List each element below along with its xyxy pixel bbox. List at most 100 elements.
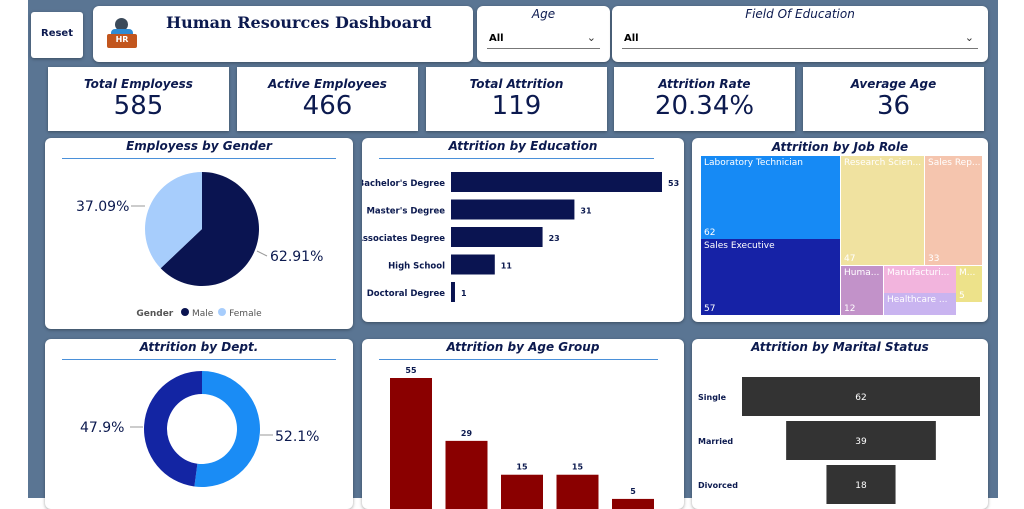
gender-legend: Gender Male Female [45, 308, 353, 319]
kpi-value: 36 [876, 91, 911, 121]
logo-shirt [111, 29, 133, 37]
education-chart-card: Attrition by Education Bachelor's Degree… [362, 138, 684, 322]
age-slicer-label: Age [531, 7, 556, 21]
gender-legend-title: Gender [136, 309, 174, 319]
treemap-tile[interactable]: Huma... 12 [841, 266, 883, 315]
agegroup-data-label: 29 [461, 429, 473, 438]
logo-desk [107, 34, 137, 48]
agegroup-data-label: 15 [572, 463, 584, 472]
logo-text: HR [115, 35, 129, 44]
legend-dot-male [181, 308, 190, 316]
donut-label: 47.9% [80, 420, 124, 436]
marital-data-label: 39 [855, 437, 867, 447]
treemap-tile[interactable]: Manufacturi... [884, 266, 956, 293]
education-field-slicer-value[interactable]: All [624, 33, 639, 44]
jobrole-chart-card: Attrition by Job Role Laboratory Technic… [692, 138, 988, 322]
agegroup-data-label: 15 [516, 463, 528, 472]
kpi-value: 466 [302, 91, 353, 121]
treemap-tile-label: Manufacturi... [887, 268, 950, 278]
kpi-label: Total Employess [84, 77, 193, 91]
education-bar [451, 254, 495, 275]
treemap-tile-label: M... [959, 268, 976, 278]
marital-data-label: 18 [855, 481, 867, 491]
education-field-slicer-label: Field Of Education [745, 7, 855, 21]
jobrole-chart-title: Attrition by Job Role [771, 140, 909, 154]
treemap-tile[interactable]: Sales Executive 57 [701, 239, 840, 315]
title-underline [62, 359, 336, 360]
treemap-tile-label: Laboratory Technician [704, 158, 803, 168]
marital-bar [742, 377, 980, 416]
reset-label: Reset [41, 28, 73, 39]
age-slicer[interactable]: Age All ⌄ [477, 6, 610, 62]
kpi-value: 119 [491, 91, 542, 121]
donut-slice [194, 371, 260, 487]
jobrole-treemap: Laboratory Technician 62 Sales Executive 57… [701, 156, 982, 315]
agegroup-bar [501, 474, 543, 509]
pie-label-male: 62.91% [270, 249, 323, 265]
kpi-active-employees: Active Employees 466 [237, 67, 418, 131]
marital-funnel-chart: Single 62 Married 39 Divorced 18 [698, 377, 980, 504]
header-panel: HR Human Resources Dashboard [93, 6, 473, 62]
marital-category-label: Divorced [698, 481, 738, 490]
education-bar [451, 199, 575, 220]
education-bar [451, 282, 455, 302]
gender-pie-chart: 62.91% 37.09% [76, 172, 323, 286]
chevron-down-icon[interactable]: ⌄ [964, 31, 974, 44]
treemap-tile[interactable]: Research Scien... 47 [841, 156, 924, 265]
treemap-tile-value: 5 [959, 291, 965, 301]
education-data-label: 1 [461, 289, 467, 298]
gender-chart-title: Employess by Gender [126, 139, 272, 153]
education-bar [451, 172, 662, 192]
treemap-tile-value: 62 [704, 228, 716, 238]
treemap-tile[interactable]: M... 5 [956, 266, 982, 302]
gender-chart-card: Employess by Gender 62.91% 37.09% Gender … [45, 138, 353, 329]
chevron-down-icon[interactable]: ⌄ [586, 31, 596, 44]
treemap-tile-value: 12 [844, 304, 856, 314]
kpi-average-age: Average Age 36 [803, 67, 984, 131]
treemap-tile[interactable]: Laboratory Technician 62 [701, 156, 840, 239]
dept-chart-card: Attrition by Dept. 52.1% 47.9% [45, 339, 353, 509]
treemap-tile[interactable]: Healthcare ... [884, 293, 956, 315]
marital-chart-title: Attrition by Marital Status [751, 340, 929, 354]
age-slicer-value[interactable]: All [489, 33, 504, 44]
treemap-tile-value: 33 [928, 254, 940, 264]
legend-dot-female [218, 308, 227, 316]
agegroup-bar [390, 378, 432, 509]
agegroup-bar [445, 440, 488, 509]
pie-slice-male [160, 172, 259, 286]
dept-chart-title: Attrition by Dept. [139, 340, 259, 354]
title-underline [379, 359, 658, 360]
treemap-tile[interactable]: Sales Rep... 33 [925, 156, 982, 265]
treemap-tile-value: 47 [844, 254, 856, 264]
agegroup-chart-title: Attrition by Age Group [446, 340, 600, 354]
education-category-label: Doctoral Degree [367, 289, 445, 299]
education-category-label: Associates Degree [362, 234, 445, 244]
donut-label: 52.1% [275, 429, 319, 445]
kpi-label: Total Attrition [469, 77, 564, 91]
agegroup-data-label: 55 [405, 366, 417, 375]
treemap-tile-label: Research Scien... [844, 158, 922, 168]
education-category-label: Bachelor's Degree [362, 179, 445, 189]
education-chart-title: Attrition by Education [448, 139, 598, 153]
donut-slice [143, 371, 202, 487]
pie-label-female: 37.09% [76, 199, 129, 215]
reset-button[interactable]: Reset [31, 12, 83, 58]
hr-logo: HR [107, 18, 137, 48]
pie-slice-female [145, 172, 202, 269]
kpi-label: Attrition Rate [658, 77, 751, 91]
marital-chart-card: Attrition by Marital Status Single 62 Marr… [692, 339, 988, 509]
dept-donut-chart: 52.1% 47.9% [80, 371, 319, 487]
title-underline [379, 158, 654, 159]
kpi-total-employees: Total Employess 585 [48, 67, 229, 131]
education-field-slicer[interactable]: Field Of Education All ⌄ [612, 6, 988, 62]
education-category-label: Master's Degree [366, 207, 445, 217]
leader-line-male [256, 250, 268, 257]
kpi-label: Active Employees [268, 77, 387, 91]
title-underline [62, 158, 336, 159]
marital-data-label: 62 [855, 393, 866, 403]
agegroup-bar [556, 474, 599, 509]
marital-category-label: Married [698, 437, 733, 446]
logo-person-icon [115, 18, 128, 31]
education-data-label: 53 [668, 179, 679, 188]
treemap-tile-label: Huma... [844, 268, 880, 278]
